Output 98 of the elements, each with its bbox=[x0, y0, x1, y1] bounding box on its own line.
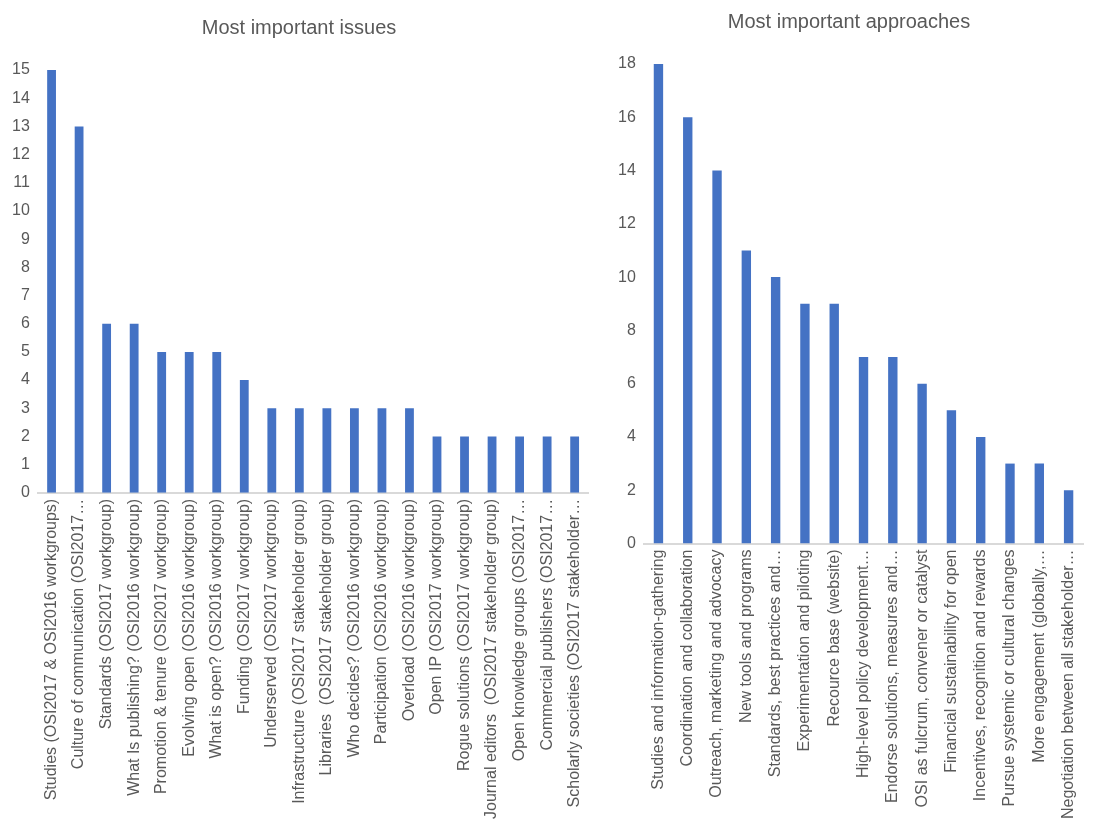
y-tick-label: 10 bbox=[618, 267, 636, 285]
x-tick-label: Recource base (website) bbox=[824, 549, 842, 727]
x-tick-label: Standards, best practices and… bbox=[766, 549, 784, 778]
x-tick-label: Rogue solutions (OSI2017 workgroup) bbox=[454, 498, 472, 771]
bar bbox=[487, 436, 497, 493]
bar bbox=[653, 64, 664, 544]
x-tick-label: Standards (OSI2017 workgroup) bbox=[97, 498, 115, 730]
y-tick-label: 14 bbox=[618, 160, 636, 178]
y-tick-label: 3 bbox=[20, 398, 30, 416]
bar bbox=[888, 357, 898, 544]
x-tick-label: Open IP (OSI2017 workgroup) bbox=[427, 498, 445, 715]
y-tick-label: 2 bbox=[20, 426, 30, 444]
bar bbox=[946, 410, 957, 544]
y-tick-label: 12 bbox=[12, 144, 30, 162]
x-tick-label: Scholarly societies (OSI2017 stakeholder… bbox=[565, 498, 583, 808]
chart-title: Most important issues bbox=[201, 15, 397, 38]
y-tick-label: 4 bbox=[20, 370, 30, 388]
x-tick-label: Underserved (OSI2017 workgroup) bbox=[262, 498, 280, 748]
y-tick-label: 15 bbox=[12, 60, 30, 78]
bar bbox=[377, 408, 387, 493]
bar bbox=[212, 351, 222, 493]
y-tick-label: 0 bbox=[20, 483, 30, 501]
x-tick-label: OSI as fulcrum, convener or catalyst bbox=[912, 548, 930, 808]
bar bbox=[858, 357, 869, 544]
bar bbox=[800, 303, 810, 544]
x-tick-label: Evolving open (OSI2016 workgroup) bbox=[179, 498, 197, 757]
bar bbox=[1063, 490, 1074, 544]
bar bbox=[74, 126, 84, 493]
x-tick-label: New tools and programs bbox=[736, 549, 754, 723]
bar bbox=[570, 436, 580, 493]
y-tick-label: 5 bbox=[20, 342, 30, 360]
x-tick-label: Outreach, marketing and advocacy bbox=[707, 549, 725, 798]
x-tick-label: Open knowledge groups (OSI2017… bbox=[509, 498, 527, 762]
bar bbox=[741, 250, 752, 544]
y-tick-label: 1 bbox=[20, 455, 30, 473]
bar bbox=[294, 408, 304, 493]
bar bbox=[1034, 463, 1044, 544]
x-tick-label: Infrastructure (OSI2017 stakeholder group) bbox=[289, 498, 307, 804]
y-tick-label: 12 bbox=[618, 214, 636, 232]
y-tick-label: 8 bbox=[626, 320, 636, 338]
x-tick-label: High-level policy development… bbox=[853, 549, 871, 779]
x-tick-label: Incentives, recognition and rewards bbox=[971, 549, 989, 802]
bar bbox=[405, 408, 414, 493]
bar bbox=[350, 408, 359, 493]
bar bbox=[267, 408, 277, 493]
x-tick-label: Pursue systemic or cultural changes bbox=[1000, 549, 1018, 807]
y-tick-label: 13 bbox=[12, 116, 30, 134]
y-tick-label: 16 bbox=[618, 107, 636, 125]
x-tick-label: Studies and information-gathering bbox=[648, 549, 666, 790]
chart-title: Most important approaches bbox=[727, 9, 971, 32]
x-tick-label: Financial sustainability for open bbox=[941, 549, 959, 773]
x-tick-label: Journal editors (OSI2017 stakeholder group) bbox=[482, 498, 500, 820]
x-tick-label: Commercial publishers (OSI2017… bbox=[537, 498, 555, 751]
x-tick-label: Endorse solutions, measures and… bbox=[883, 549, 901, 803]
bar bbox=[917, 383, 927, 544]
bar bbox=[322, 408, 332, 493]
x-tick-label: What Is publishing? (OSI2016 workgroup) bbox=[124, 498, 142, 796]
y-tick-label: 0 bbox=[626, 533, 636, 551]
x-tick-label: What is open? (OSI2016 workgroup) bbox=[207, 498, 225, 759]
x-tick-label: More engagement (globally,… bbox=[1029, 549, 1047, 763]
y-tick-label: 8 bbox=[20, 257, 30, 275]
y-tick-label: 18 bbox=[618, 54, 636, 72]
bar bbox=[102, 323, 112, 493]
bar bbox=[976, 436, 986, 544]
bar bbox=[432, 436, 442, 493]
x-tick-label: Who decides? (OSI2016 workgroup) bbox=[344, 498, 362, 758]
bar bbox=[184, 351, 194, 493]
bar bbox=[1005, 463, 1015, 544]
y-tick-label: 2 bbox=[626, 480, 636, 498]
y-tick-label: 9 bbox=[20, 229, 30, 247]
x-tick-label: Negotiation between all stakeholder… bbox=[1059, 549, 1077, 819]
bar bbox=[770, 277, 781, 544]
bar bbox=[712, 170, 722, 544]
bar bbox=[515, 436, 524, 493]
y-tick-label: 7 bbox=[20, 285, 30, 303]
y-tick-label: 11 bbox=[13, 173, 30, 191]
x-tick-label: Libraries (OSI2017 stakeholder group) bbox=[317, 498, 335, 776]
bar bbox=[683, 117, 693, 544]
x-tick-label: Overload (OSI2016 workgroup) bbox=[399, 498, 417, 722]
bar bbox=[239, 380, 249, 493]
x-tick-label: Funding (OSI2017 workgroup) bbox=[234, 498, 252, 715]
bar bbox=[829, 303, 839, 544]
x-tick-label: Studies (OSI2017 & OSI2016 workgroups) bbox=[41, 498, 59, 801]
y-tick-label: 6 bbox=[626, 374, 636, 392]
x-tick-label: Coordination and collaboration bbox=[678, 549, 696, 767]
bar bbox=[47, 70, 56, 493]
x-tick-label: Culture of communication (OSI2017… bbox=[69, 498, 87, 770]
y-tick-label: 10 bbox=[12, 201, 30, 219]
bar bbox=[157, 351, 167, 493]
y-tick-label: 4 bbox=[626, 427, 636, 445]
bar bbox=[542, 436, 552, 493]
bar bbox=[460, 436, 469, 493]
x-tick-label: Participation (OSI2016 workgroup) bbox=[372, 498, 390, 745]
x-tick-label: Promotion & tenure (OSI2017 workgroup) bbox=[152, 498, 170, 795]
bar bbox=[129, 323, 139, 493]
y-tick-label: 14 bbox=[12, 88, 30, 106]
x-tick-label: Experimentation and piloting bbox=[795, 549, 813, 752]
y-tick-label: 6 bbox=[20, 314, 30, 332]
